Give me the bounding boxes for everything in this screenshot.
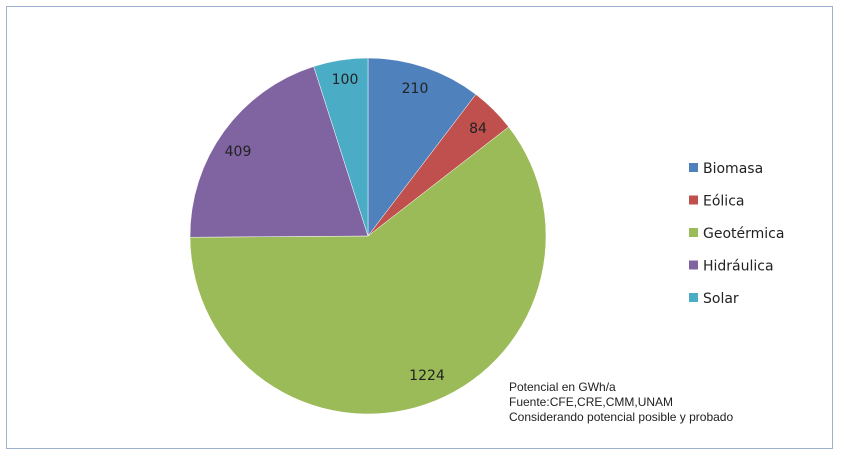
pie-slice-geotérmica: [189, 126, 547, 415]
legend-label-hidráulica: Hidráulica: [703, 259, 774, 275]
chart-notes: Potencial en GWh/a Fuente:CFE,CRE,CMM,UN…: [509, 380, 733, 425]
data-label-eólica: 84: [469, 121, 487, 137]
pie-slice-hidráulica: [189, 66, 369, 238]
legend-swatch-hidráulica: [689, 260, 698, 270]
data-label-hidráulica: 409: [225, 144, 252, 160]
legend-swatch-eólica: [689, 195, 698, 205]
legend-swatch-geotérmica: [689, 228, 698, 237]
note-scope: Considerando potencial posible y probado: [509, 410, 734, 424]
data-label-solar: 100: [332, 72, 359, 88]
pie-slice-solar: [313, 57, 369, 237]
legend-label-eólica: Eólica: [703, 194, 744, 210]
data-label-biomasa: 210: [402, 81, 429, 97]
data-label-geotérmica: 1224: [409, 368, 445, 384]
legend-swatch-solar: [689, 293, 698, 302]
legend: Biomasa Eólica Geotérmica Hidráulica Solar: [689, 161, 784, 307]
legend-swatch-biomasa: [689, 163, 698, 172]
pie-slice-biomasa: [367, 57, 477, 237]
pie-slices: [189, 57, 547, 415]
pie-data-labels: 210 84 1224 409 100: [225, 72, 487, 384]
note-units: Potencial en GWh/a: [509, 380, 616, 394]
legend-label-geotérmica: Geotérmica: [703, 226, 784, 242]
note-source: Fuente:CFE,CRE,CMM,UNAM: [509, 395, 674, 409]
legend-label-solar: Solar: [703, 291, 739, 307]
legend-label-biomasa: Biomasa: [703, 161, 763, 177]
